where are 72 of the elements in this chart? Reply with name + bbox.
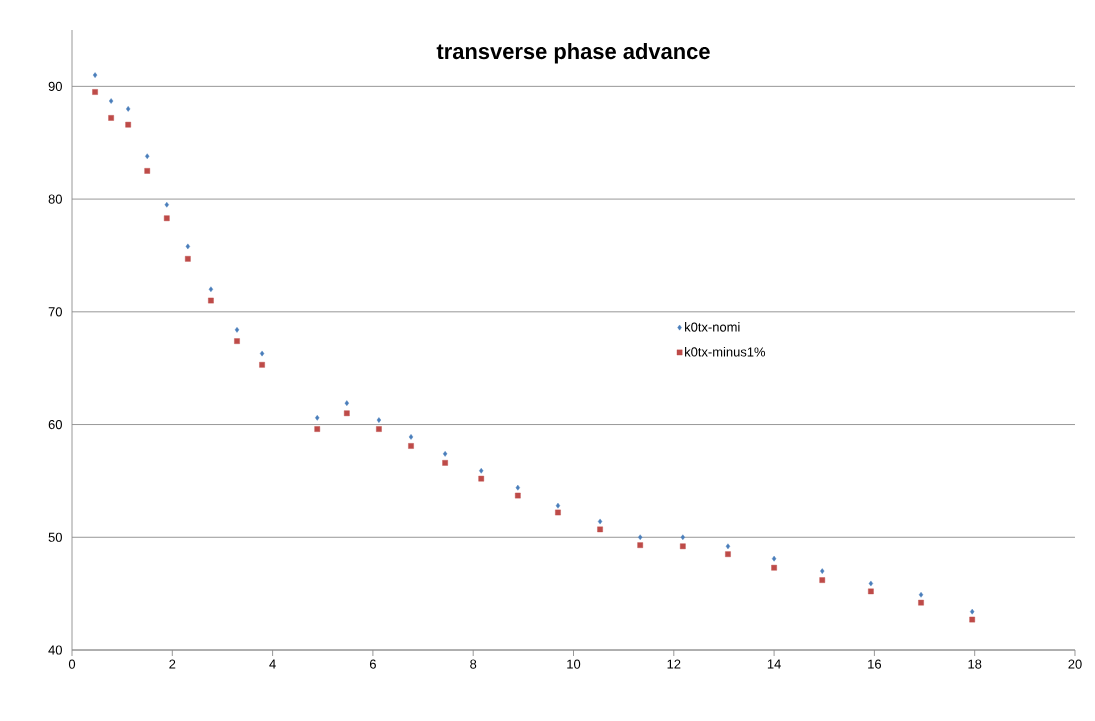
x-tick-label: 0 (68, 659, 76, 669)
point (126, 106, 131, 112)
legend-label: k0tx-minus1% (685, 346, 766, 357)
point (164, 201, 169, 208)
point (820, 568, 825, 574)
point (125, 121, 131, 128)
legend-label: k0tx-nomi (685, 322, 740, 332)
point (515, 492, 521, 499)
point (344, 400, 349, 406)
y-tick-label: 90 (48, 81, 62, 91)
point (208, 286, 214, 293)
point (376, 426, 382, 432)
point (478, 475, 485, 482)
point (376, 417, 382, 423)
point (970, 608, 975, 615)
point (868, 580, 874, 587)
y-tick-label: 40 (48, 645, 62, 655)
point (680, 543, 686, 550)
point (234, 327, 240, 333)
point (185, 243, 190, 250)
point (92, 89, 98, 95)
point (442, 460, 448, 466)
point (555, 502, 561, 509)
point (259, 350, 265, 357)
point (555, 509, 561, 516)
point (918, 599, 924, 606)
x-tick-label: 12 (667, 659, 681, 669)
point (185, 256, 191, 262)
point (771, 564, 777, 571)
point (145, 153, 150, 160)
y-tick-label: 50 (48, 532, 62, 542)
point (208, 297, 214, 304)
point (92, 72, 98, 78)
point (969, 616, 975, 623)
point (234, 338, 240, 344)
point (819, 577, 826, 583)
point (315, 414, 320, 421)
point (108, 98, 114, 104)
x-tick-label: 8 (470, 659, 477, 669)
point (144, 168, 151, 174)
y-tick-label: 60 (48, 419, 62, 430)
point (918, 591, 924, 598)
y-tick-label: 70 (48, 307, 62, 317)
x-tick-label: 2 (169, 659, 176, 669)
x-tick-label: 18 (968, 659, 982, 669)
point (442, 451, 448, 457)
x-tick-label: 14 (767, 659, 781, 669)
point (771, 555, 777, 562)
point (479, 467, 484, 474)
point (108, 115, 114, 121)
point (408, 443, 414, 449)
x-tick-label: 10 (567, 659, 581, 669)
point (344, 410, 350, 417)
point (408, 434, 414, 440)
point (515, 484, 520, 491)
point (597, 518, 603, 525)
y-tick-label: 80 (48, 194, 62, 204)
point (314, 426, 321, 432)
point (163, 215, 170, 222)
point (680, 534, 685, 541)
x-tick-label: 20 (1068, 659, 1082, 669)
x-tick-label: 4 (269, 659, 276, 669)
point (259, 362, 265, 368)
point (597, 526, 603, 533)
point (725, 543, 731, 550)
x-tick-label: 6 (369, 659, 376, 669)
point (868, 588, 874, 595)
point (637, 542, 643, 548)
x-tick-label: 16 (868, 659, 882, 669)
point (725, 551, 731, 557)
point (638, 534, 643, 541)
text: transverse phase advance (436, 43, 710, 64)
